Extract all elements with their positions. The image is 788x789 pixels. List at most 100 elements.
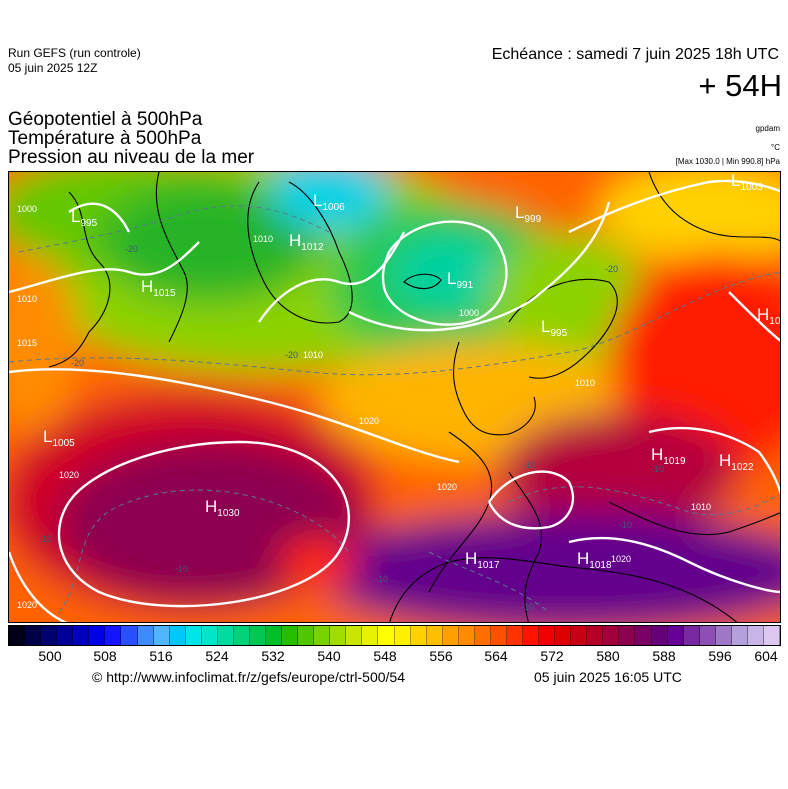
low-pressure-center: L991: [447, 269, 474, 291]
high-pressure-center: H1012: [289, 231, 324, 253]
colorbar-swatch: [25, 626, 42, 645]
low-pressure-center: L995: [71, 207, 98, 229]
colorbar-swatch: [298, 626, 315, 645]
colorbar-swatch: [233, 626, 250, 645]
colorbar-swatch: [442, 626, 459, 645]
isotherm-label: -10: [651, 464, 664, 474]
colorbar-swatch: [185, 626, 202, 645]
colorbar-tick-label: 516: [149, 648, 173, 664]
colorbar-swatch: [266, 626, 283, 645]
generated-timestamp: 05 juin 2025 16:05 UTC: [534, 669, 682, 685]
isobar-label: 1010: [575, 378, 595, 388]
colorbar-swatch: [490, 626, 507, 645]
colorbar-swatch: [410, 626, 427, 645]
colorbar-tick-label: 596: [708, 648, 732, 664]
low-pressure-center: L995: [541, 317, 568, 339]
isotherm-label: -20: [285, 350, 298, 360]
isotherm-label: -10: [175, 564, 188, 574]
title-pressure: Pression au niveau de la mer: [8, 147, 255, 168]
colorbar-swatch: [747, 626, 764, 645]
isobar-label: 1010: [253, 234, 273, 244]
colorbar-swatch: [474, 626, 491, 645]
isotherm-label: -20: [125, 244, 138, 254]
colorbar-swatch: [715, 626, 732, 645]
isobar-label: 1020: [59, 470, 79, 480]
colorbar-swatch: [346, 626, 363, 645]
colorbar-tick-label: 564: [484, 648, 508, 664]
isobar-label: 1020: [17, 600, 37, 610]
colorbar-swatch: [458, 626, 475, 645]
colorbar-ticks: 500 508 516 524 532 540 548 556 564 572 580 588 596 6…: [8, 648, 781, 668]
map-titles: Géopotentiel à 500hPa Température à 500h…: [8, 110, 254, 167]
colorbar-swatch: [137, 626, 154, 645]
colorbar-swatch: [555, 626, 572, 645]
colorbar-swatch: [121, 626, 138, 645]
isotherm-label: -10: [39, 534, 52, 544]
colorbar-swatch: [506, 626, 523, 645]
colorbar-swatch: [394, 626, 411, 645]
colorbar-tick-label: 572: [540, 648, 564, 664]
title-geopotential: Géopotentiel à 500hPa: [8, 109, 203, 130]
colorbar-tick-label: 524: [205, 648, 229, 664]
unit-gpdam: gpdam: [755, 124, 780, 133]
pressure-centers: L995 L1006 L999 L1003 H1012 L991 H1015 L995 H10 L…: [43, 172, 781, 571]
colorbar-tick-label: 532: [261, 648, 285, 664]
colorbar-tick-label: 580: [596, 648, 620, 664]
high-pressure-center: H1015: [141, 277, 176, 299]
unit-pressure-range: [Max 1030.0 | Min 990.8] hPa: [675, 157, 780, 166]
source-url: © http://www.infoclimat.fr/z/gefs/europe…: [92, 669, 406, 685]
colorbar: [8, 625, 781, 646]
weather-map: L995 L1006 L999 L1003 H1012 L991 H1015 L995 H10 L…: [8, 171, 781, 623]
high-pressure-center: H1018: [577, 549, 612, 571]
colorbar-swatch: [378, 626, 395, 645]
colorbar-tick-label: 508: [93, 648, 117, 664]
colorbar-swatch: [41, 626, 58, 645]
colorbar-swatch: [635, 626, 652, 645]
coastlines: [48, 172, 780, 622]
isobar-label: 1015: [17, 338, 37, 348]
echeance-label: Echéance : samedi 7 juin 2025 18h UTC: [491, 46, 779, 63]
colorbar-swatch: [57, 626, 74, 645]
isobar-label: 1020: [611, 554, 631, 564]
low-pressure-center: L999: [515, 203, 542, 225]
temperature-field: [9, 172, 780, 622]
map-canvas: L995 L1006 L999 L1003 H1012 L991 H1015 L995 H10 L…: [9, 172, 781, 622]
isotherm-label: -10: [521, 602, 534, 612]
colorbar-swatch: [153, 626, 170, 645]
colorbar-swatch: [651, 626, 668, 645]
run-date: 05 juin 2025 12Z: [8, 61, 98, 75]
low-pressure-center: L1003: [731, 172, 763, 193]
colorbar-swatch: [619, 626, 636, 645]
title-temperature: Température à 500hPa: [8, 128, 202, 149]
isotherm-label: -20: [71, 358, 84, 368]
isobar-label: 1000: [459, 308, 479, 318]
unit-celsius: °C: [771, 143, 780, 152]
isotherm-label: -10: [619, 520, 632, 530]
colorbar-swatch: [249, 626, 266, 645]
colorbar-swatch: [9, 626, 26, 645]
low-pressure-center: L1006: [313, 191, 345, 213]
colorbar-swatch: [89, 626, 106, 645]
colorbar-swatch: [571, 626, 588, 645]
colorbar-swatch: [362, 626, 379, 645]
lead-time: + 54H: [698, 68, 782, 103]
isobar-label: 1020: [437, 482, 457, 492]
isobar-label: 1000: [17, 204, 37, 214]
colorbar-swatch: [523, 626, 540, 645]
isotherm-label: -20: [605, 264, 618, 274]
colorbar-swatch: [699, 626, 716, 645]
colorbar-swatch: [217, 626, 234, 645]
isobar-label: 1020: [359, 416, 379, 426]
isobar-label: 1010: [17, 294, 37, 304]
isotherms: [9, 205, 780, 613]
isobar-labels: 1000 1010 1010 1000 1015 1010 1010 1020 1020 1020…: [17, 204, 711, 610]
colorbar-tick-label: 604: [754, 648, 778, 664]
high-pressure-center: H1030: [205, 497, 240, 519]
colorbar-tick-label: 588: [652, 648, 676, 664]
colorbar-swatch: [282, 626, 299, 645]
isotherm-labels: -20 -20 -20 -20 -10 -10 -10 -10 -10 -10 -10: [39, 244, 664, 612]
isotherm-label: -10: [375, 574, 388, 584]
high-pressure-center: H10: [757, 305, 781, 327]
run-info: Run GEFS (run controle) 05 juin 2025 12Z: [8, 46, 141, 76]
colorbar-swatch: [763, 626, 780, 645]
